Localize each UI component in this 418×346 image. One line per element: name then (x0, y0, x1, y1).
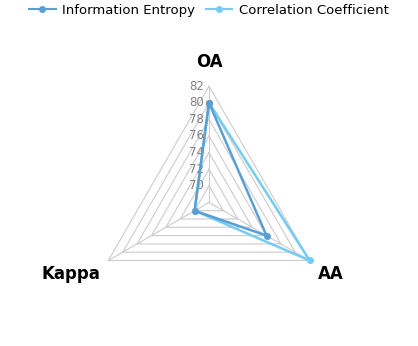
Text: OA: OA (196, 53, 222, 71)
Text: 78: 78 (189, 113, 204, 126)
Text: 70: 70 (189, 179, 204, 192)
Text: Kappa: Kappa (41, 265, 100, 283)
Text: 82: 82 (189, 80, 204, 93)
Text: 74: 74 (189, 146, 204, 159)
Text: AA: AA (318, 265, 344, 283)
Text: 76: 76 (189, 129, 204, 143)
Text: 80: 80 (190, 96, 204, 109)
Text: 72: 72 (189, 163, 204, 176)
Legend: Information Entropy, Correlation Coefficient: Information Entropy, Correlation Coeffic… (24, 0, 394, 22)
